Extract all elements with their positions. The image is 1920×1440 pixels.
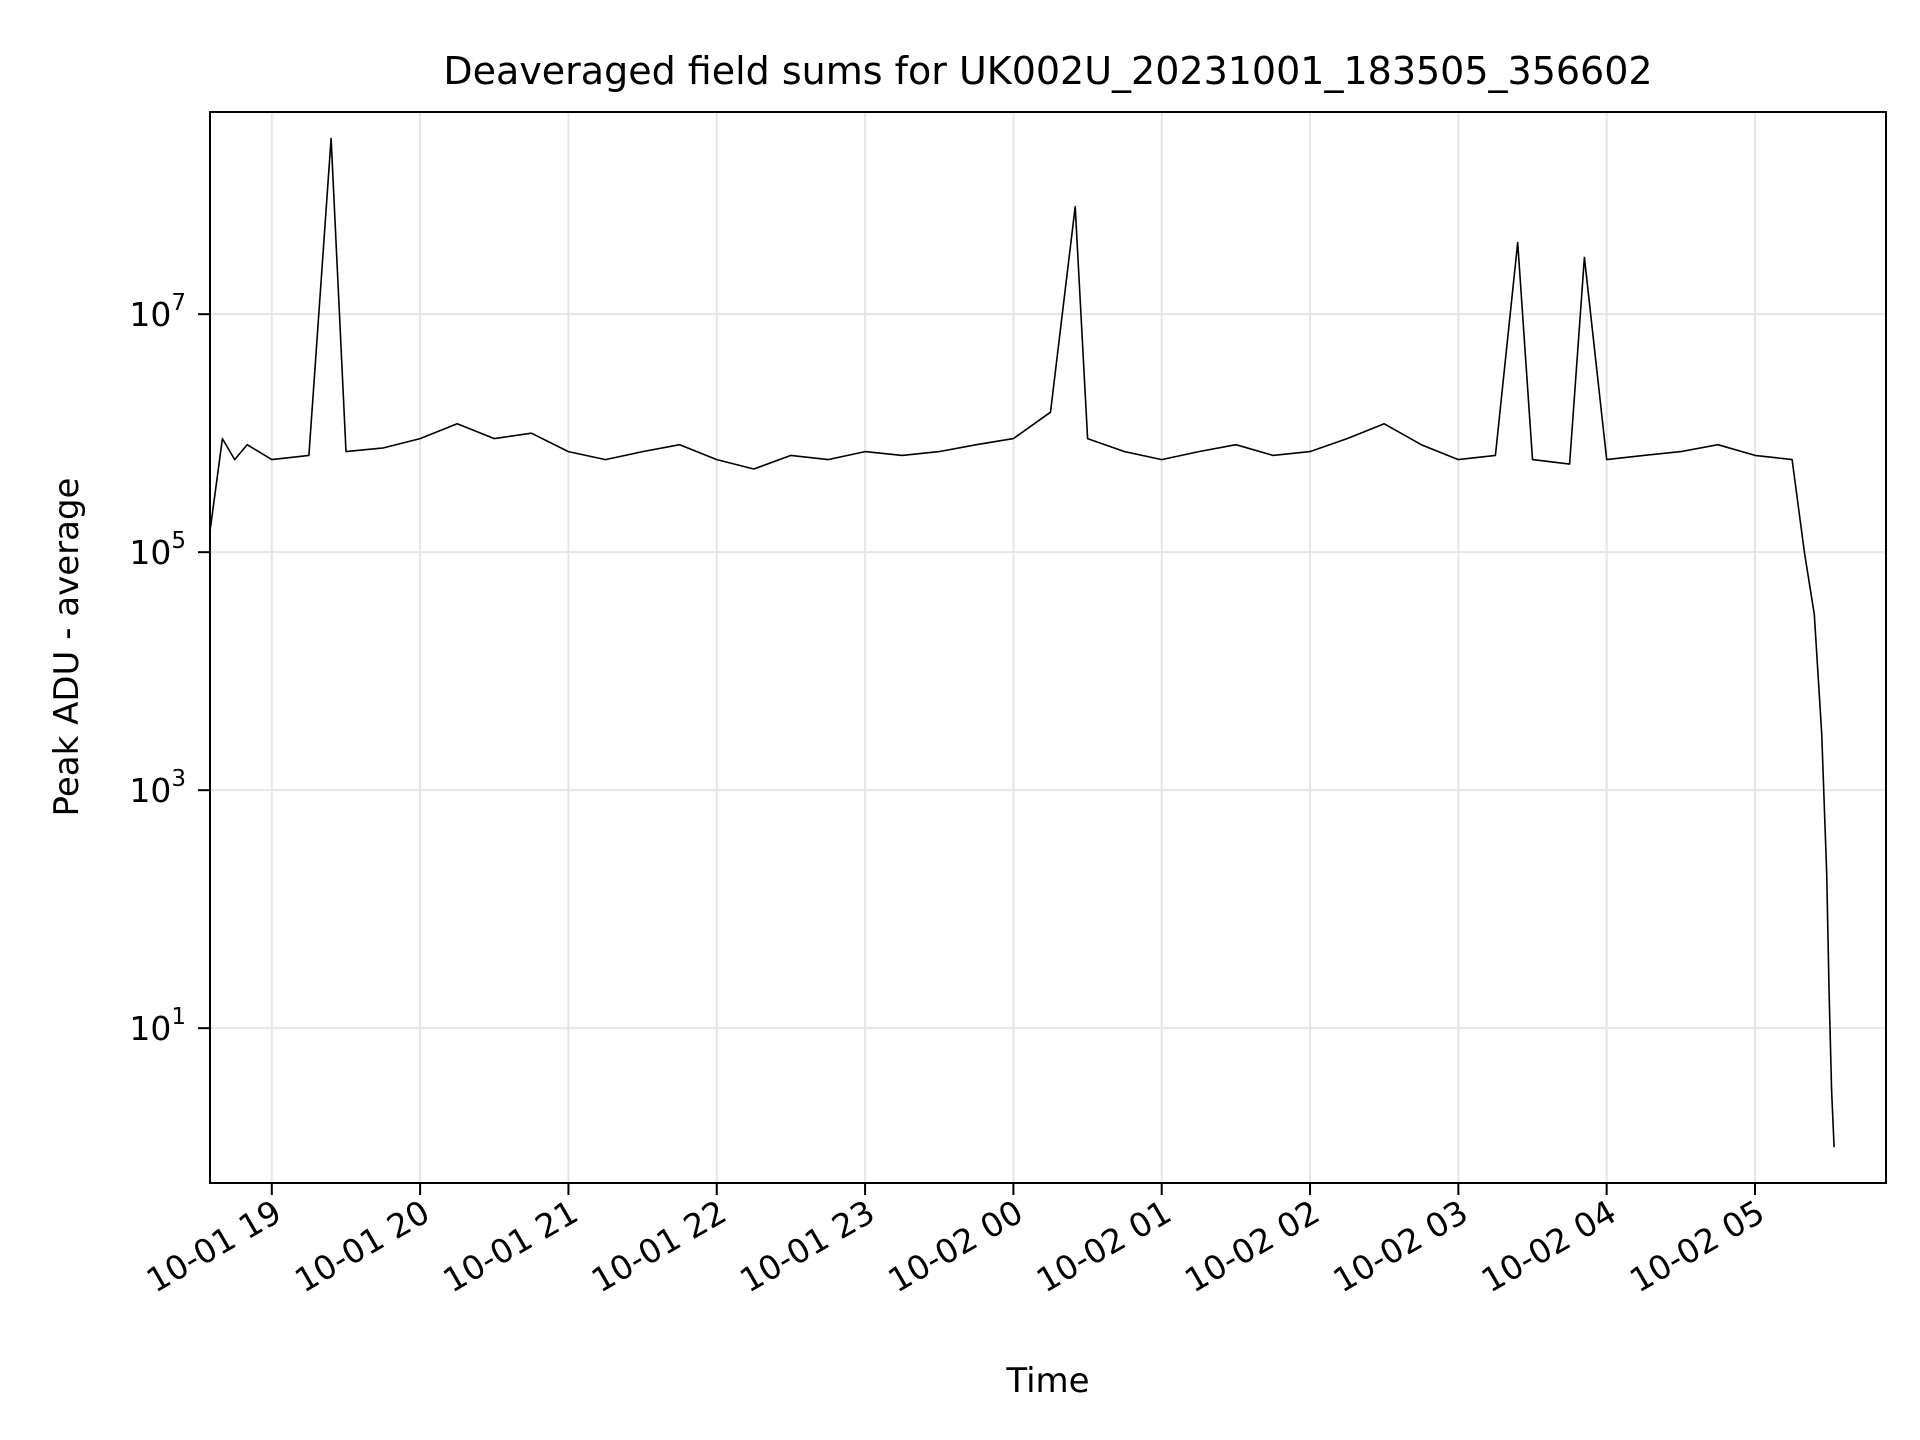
plot-area — [210, 112, 1886, 1183]
y-tick-label: 101 — [129, 1004, 186, 1048]
y-tick-label: 105 — [129, 528, 186, 572]
y-tick-base: 10 — [129, 533, 171, 572]
y-tick-exponent: 1 — [171, 1004, 186, 1030]
y-tick-exponent: 7 — [171, 290, 186, 316]
y-tick-base: 10 — [129, 295, 171, 334]
series-line — [209, 137, 1835, 1148]
y-tick-exponent: 3 — [171, 766, 186, 792]
grid — [210, 112, 1886, 1183]
series-layer — [209, 137, 1835, 1148]
y-tick-base: 10 — [129, 771, 171, 810]
y-tick-base: 10 — [129, 1009, 171, 1048]
plot-frame — [209, 111, 1887, 1184]
y-axis-label: Peak ADU - average — [47, 478, 87, 817]
y-tick-label: 107 — [129, 290, 186, 334]
y-tick-label: 103 — [129, 766, 186, 810]
chart-title: Deaveraged field sums for UK002U_2023100… — [443, 49, 1652, 93]
y-tick-exponent: 5 — [171, 528, 186, 554]
x-axis-label: Time — [1005, 1361, 1089, 1401]
